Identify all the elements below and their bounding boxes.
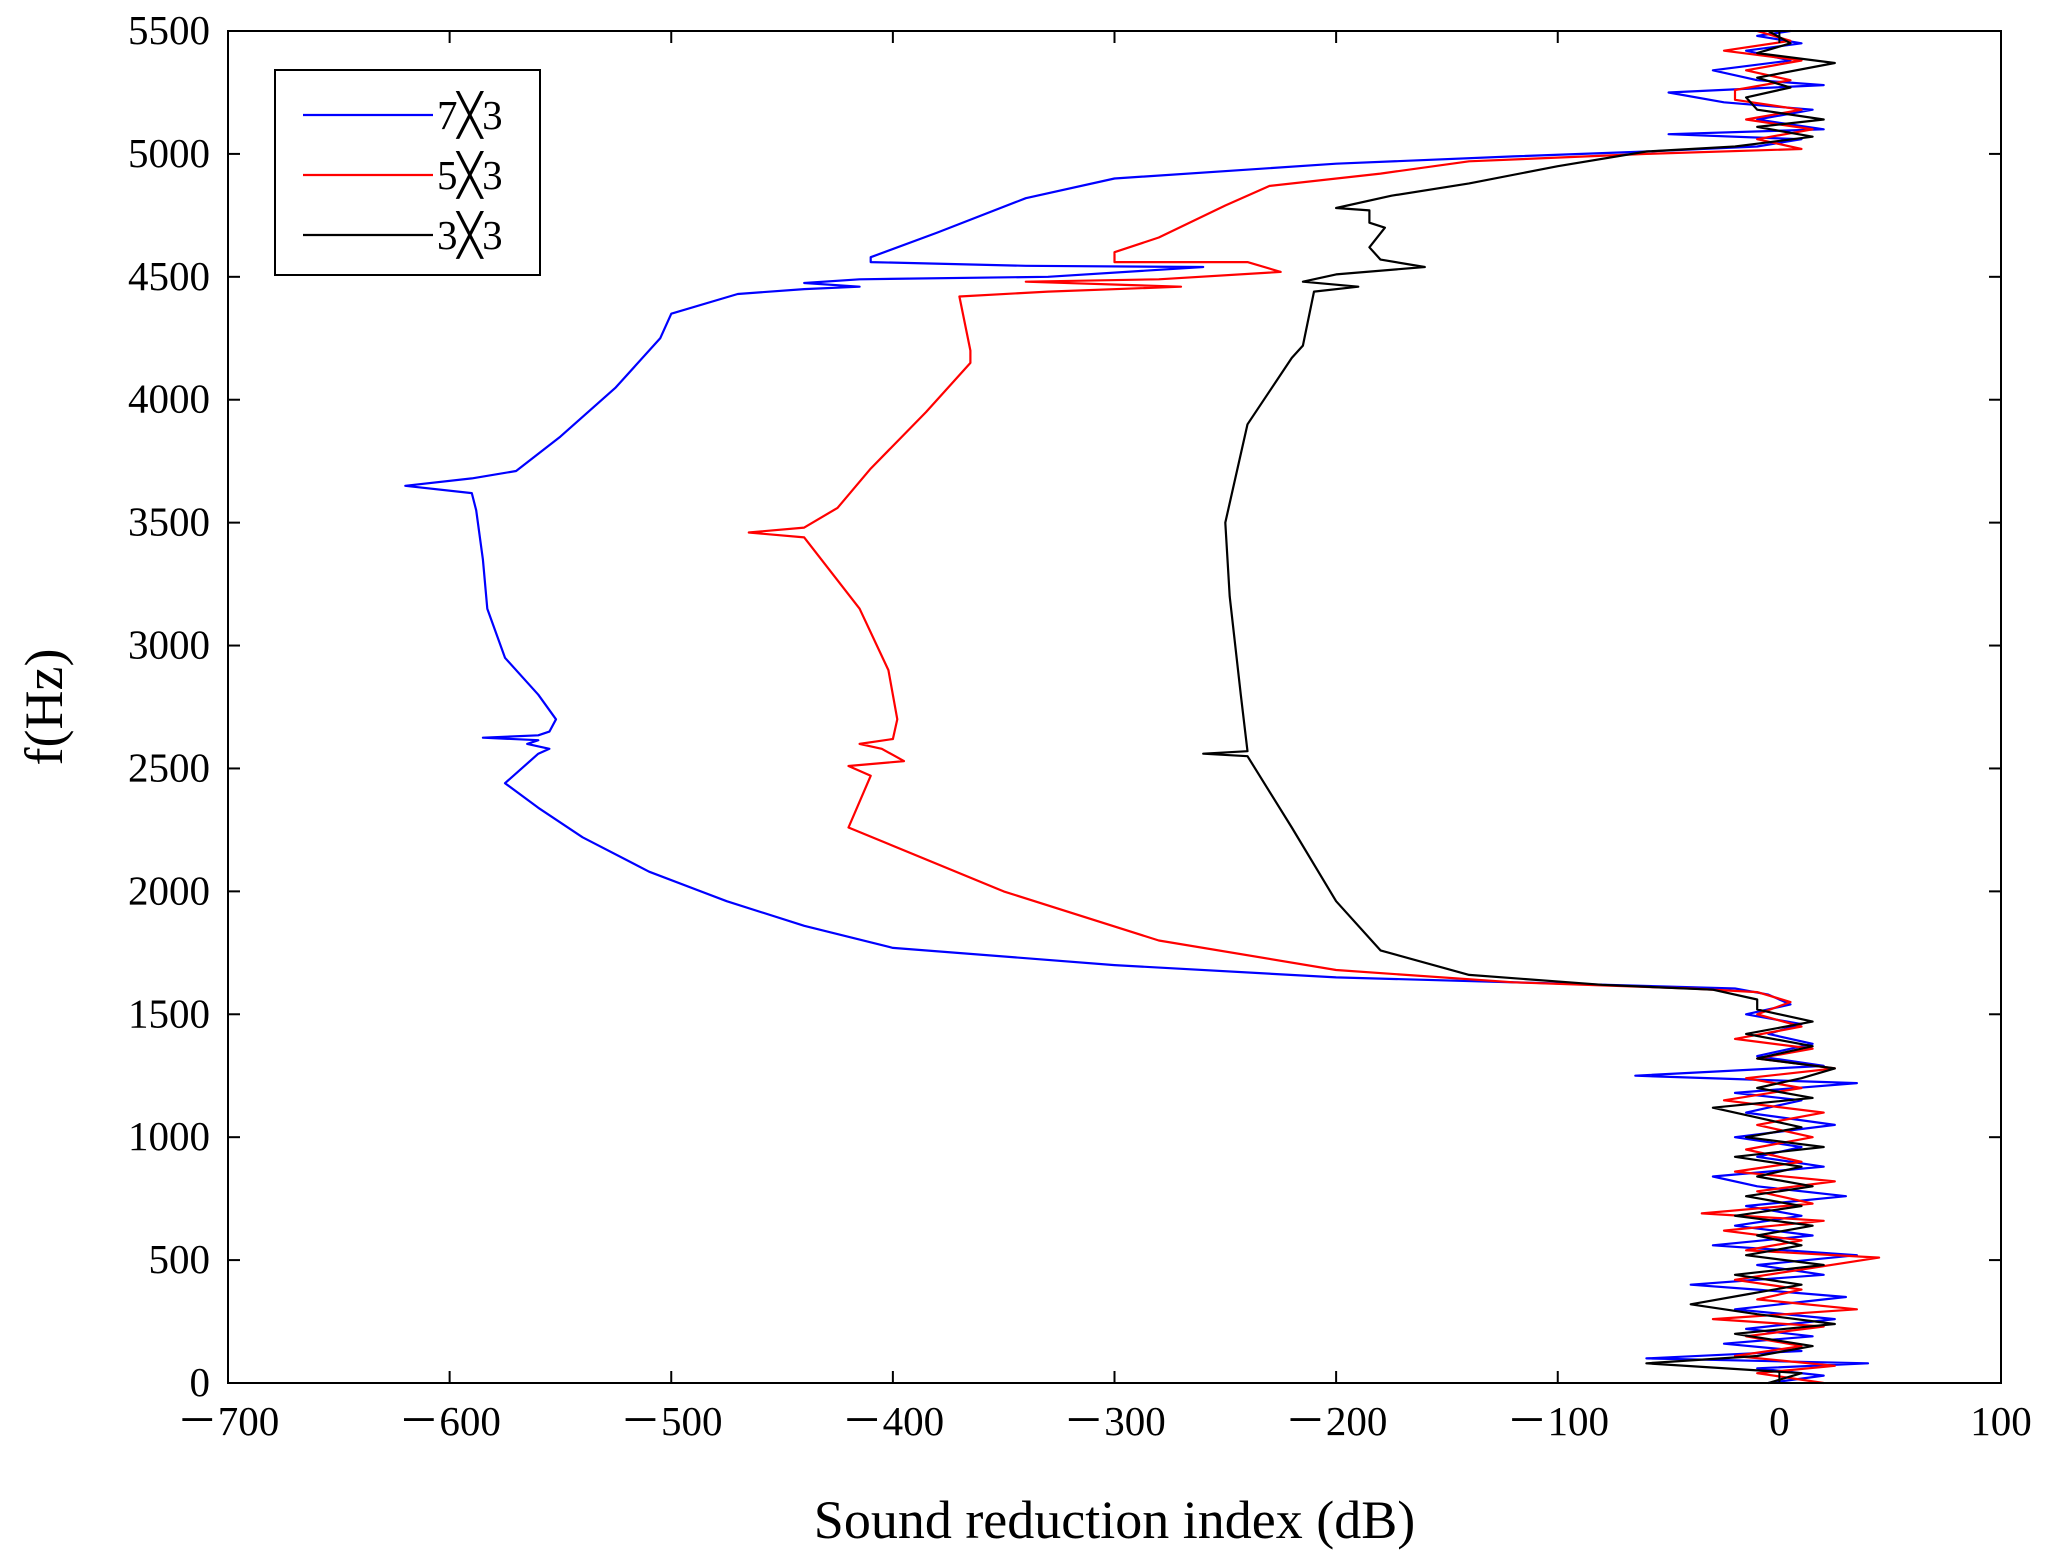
y-tick-label: 3000 (128, 622, 210, 668)
x-tick-label: －700 (177, 1398, 280, 1444)
y-tick-label: 1500 (128, 990, 210, 1036)
x-tick-label: －200 (1285, 1398, 1388, 1444)
y-tick-label: 4000 (128, 376, 210, 422)
x-tick-label: －300 (1063, 1398, 1166, 1444)
series-line-2 (747, 29, 1881, 1385)
y-tick-label: 2500 (128, 744, 210, 790)
y-tick-label: 1000 (128, 1113, 210, 1159)
x-tick-label: 0 (1769, 1398, 1790, 1444)
legend-label-2: 5╳3 (437, 150, 503, 199)
y-tick-label: 5000 (128, 130, 210, 176)
series-layer (404, 29, 1881, 1385)
y-tick-label: 4500 (128, 253, 210, 299)
x-tick-label: －100 (1507, 1398, 1610, 1444)
x-tick-label: －500 (620, 1398, 723, 1444)
tick-layer: －700 －600 －500 －400 －300 －200 －100 0 10005001000… (128, 7, 2032, 1444)
y-tick-label: 500 (149, 1236, 211, 1282)
y-tick-label: 0 (190, 1359, 211, 1405)
y-tick-label: 5500 (128, 7, 210, 53)
legend: 7╳3 5╳3 3╳3 (274, 69, 541, 276)
y-tick-label: 3500 (128, 499, 210, 545)
legend-box (274, 69, 541, 276)
y-tick-label: 2000 (128, 867, 210, 913)
x-tick-label: －600 (398, 1398, 501, 1444)
legend-entries: 7╳3 5╳3 3╳3 (303, 90, 503, 259)
legend-label-1: 7╳3 (437, 90, 503, 139)
x-axis-title: Sound reduction index (dB) (814, 1490, 1415, 1550)
series-line-3 (1202, 30, 1836, 1385)
series-line-1 (404, 29, 1870, 1385)
legend-label-3: 3╳3 (437, 210, 503, 259)
x-tick-label: －400 (842, 1398, 945, 1444)
x-tick-label: 100 (1970, 1398, 2032, 1444)
y-axis-title: f(Hz) (14, 649, 74, 766)
